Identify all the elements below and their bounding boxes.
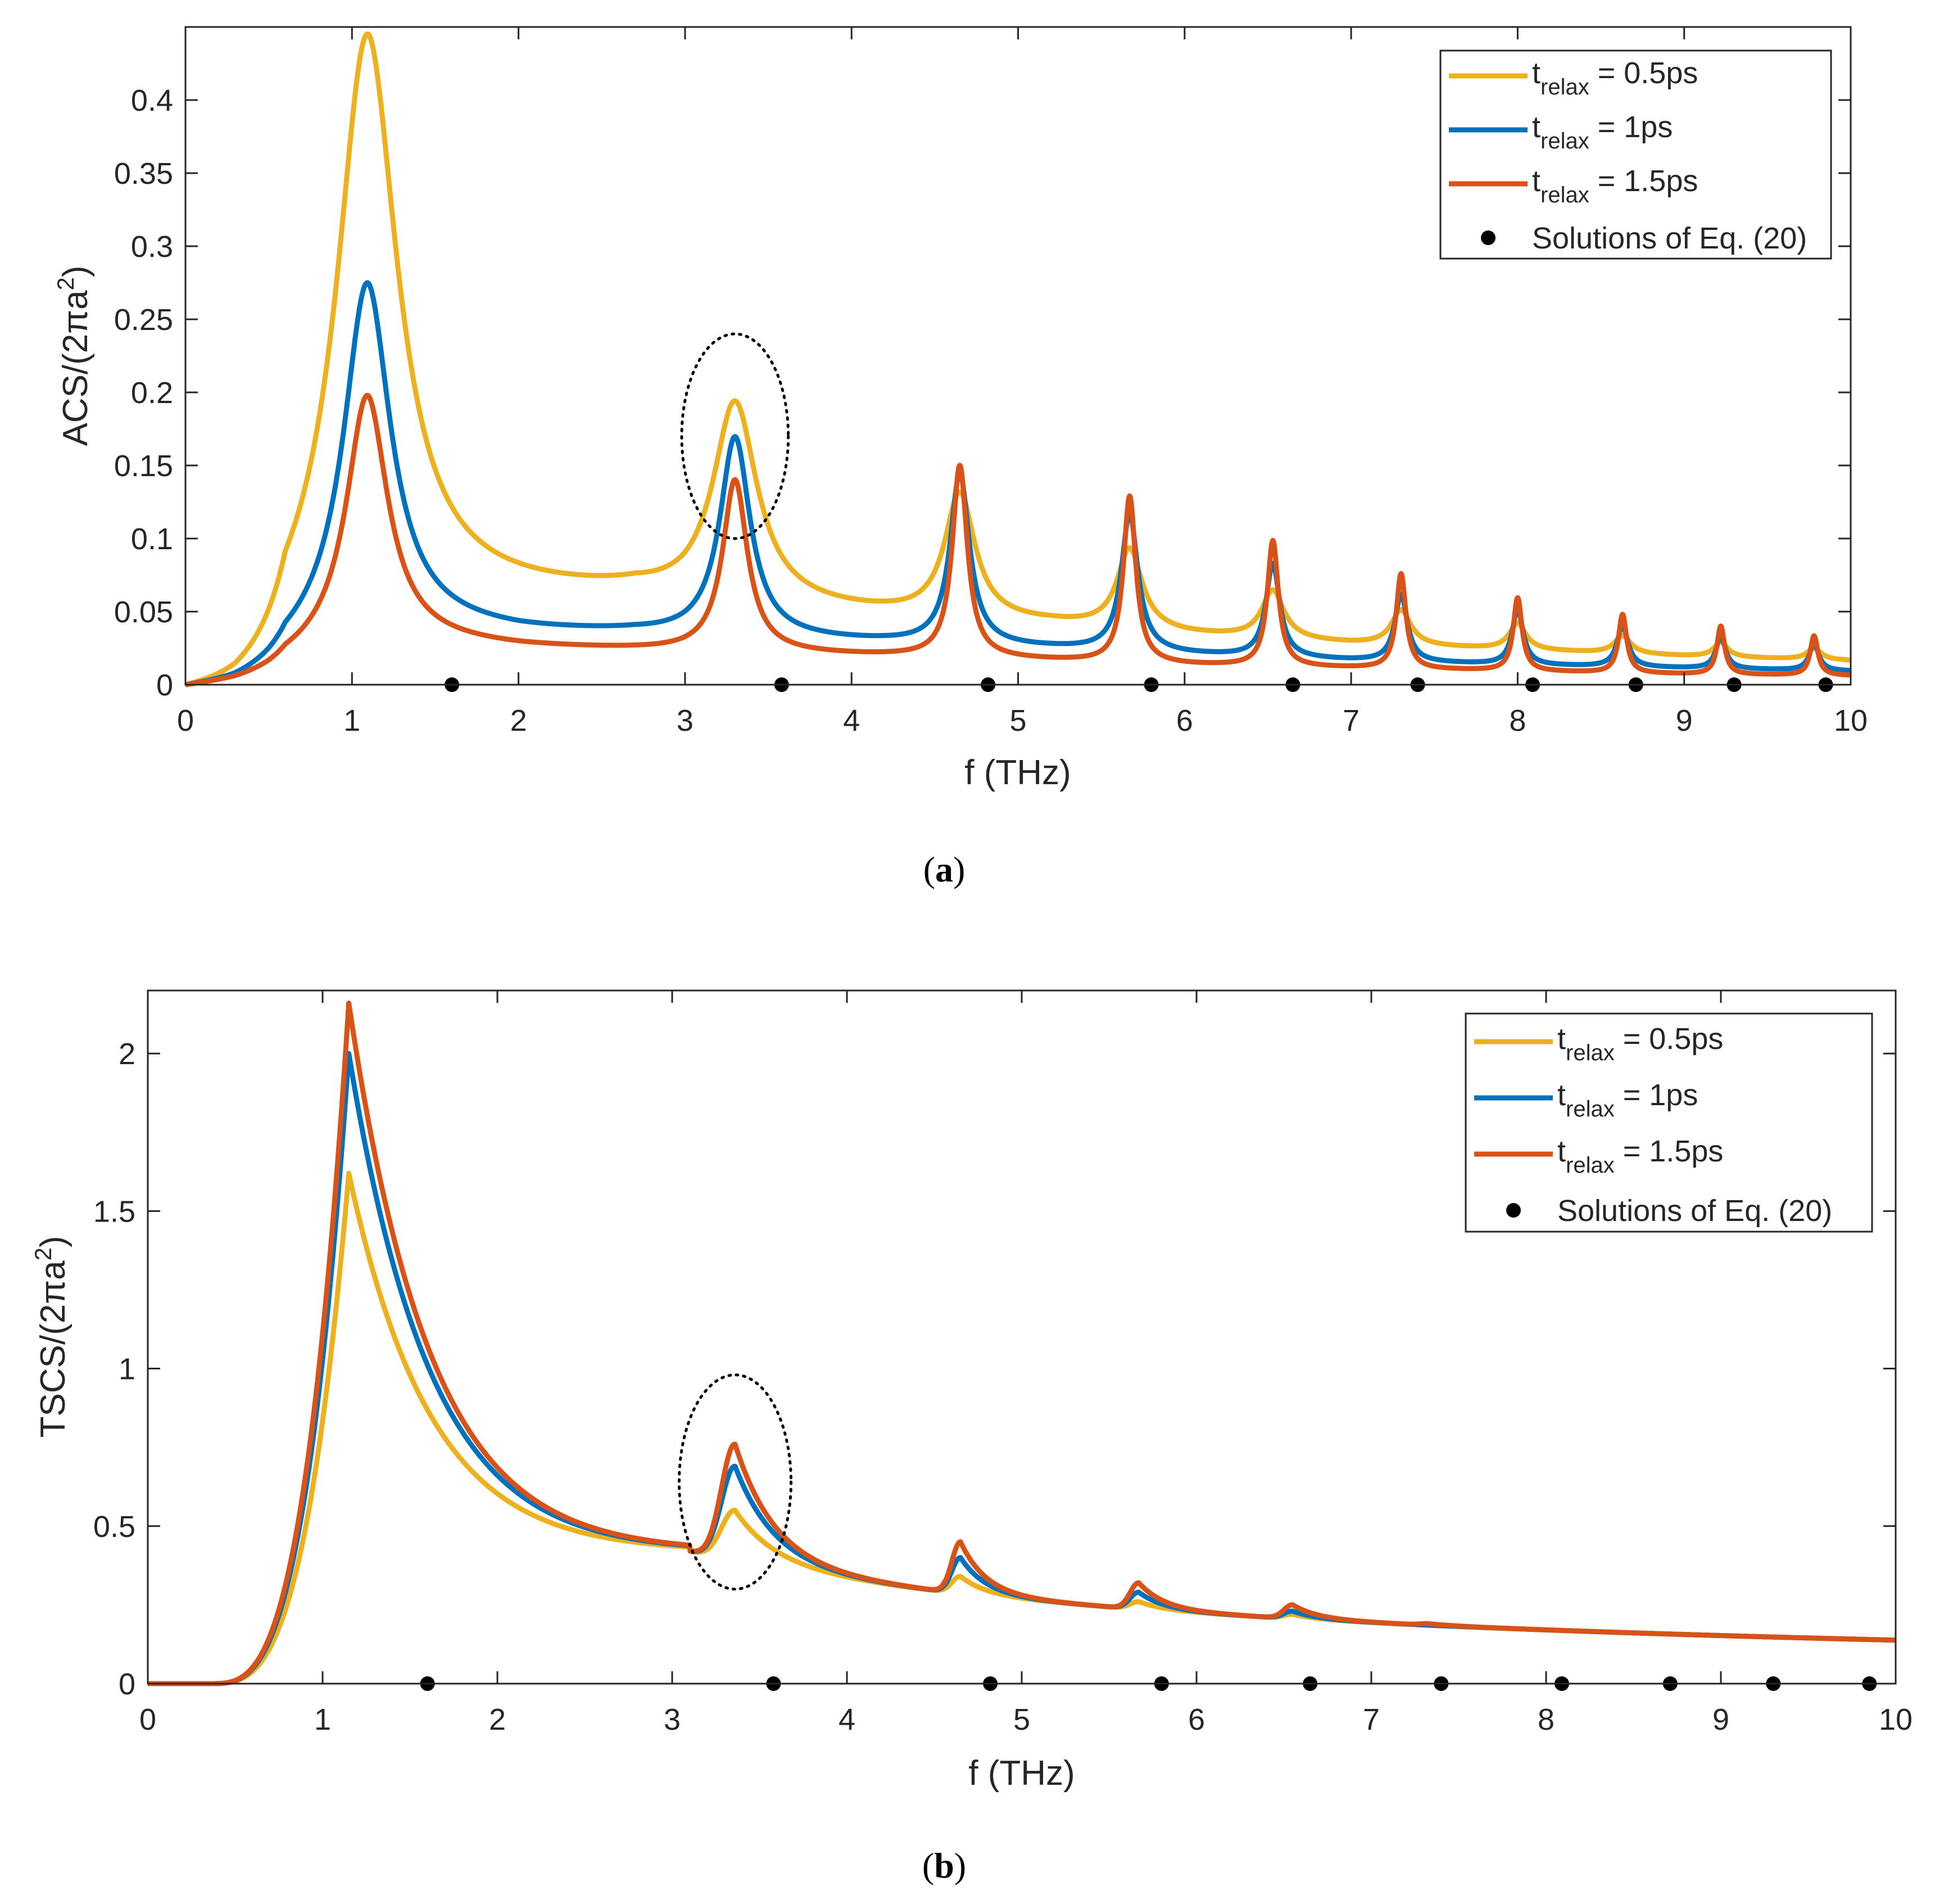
panel-b-x-tick-label: 7 [1363,1703,1380,1736]
panel-a-legend-label-markers: Solutions of Eq. (20) [1532,221,1807,255]
panel-a-highlight-ellipse [680,332,790,540]
panel-b-ticks [147,991,1897,1685]
panel-b-x-tick-label: 0 [139,1703,156,1736]
panel-b-y-tick-label: 0 [119,1667,135,1701]
panel-b-legend-box [1465,1012,1873,1233]
panel-b-x-tick-labels: 0 1 2 3 4 5 6 7 8 9 10 [139,1703,1913,1736]
panel-b-legend-label-1: trelax = 1ps [1557,1078,1698,1121]
panel-b-x-tick-label: 5 [1013,1703,1030,1736]
panel-a-caption: (a) [923,849,966,889]
panel-a-series-line-1 [183,280,1853,688]
panel-a-x-axis-label: f (THz) [964,753,1071,792]
panel-b-x-tick-label: 3 [664,1703,681,1736]
panel-a-legend-label-2: trelax = 1.5ps [1532,164,1698,207]
panel-a-y-tick-label: 0.1 [131,522,173,556]
panel-a-x-tick-label: 2 [510,704,527,738]
panel-b-x-tick-label: 1 [314,1703,331,1736]
panel-b-x-tick-label: 4 [839,1703,855,1736]
panel-a-y-axis-label: ACS/(2πa2) [52,265,95,446]
panel-b-legend: trelax = 0.5ps trelax = 1ps trelax = 1.5… [1465,1012,1873,1233]
panel-b-y-tick-labels: 0 0.5 1 1.5 2 [93,1037,135,1701]
panel-b-markers [420,1676,1877,1691]
panel-a-legend-box [1439,49,1832,260]
panel-b-legend-label-markers: Solutions of Eq. (20) [1557,1194,1832,1228]
panel-a-y-tick-labels: 0 0.05 0.1 0.15 0.2 0.25 0.3 0.35 0.4 [114,84,173,702]
panel-a-y-tick-label: 0.4 [131,84,173,117]
panel-a-y-tick-label: 0.25 [114,303,173,337]
panel-a-y-tick-label: 0 [156,668,173,702]
panel-b-legend-label-2: trelax = 1.5ps [1557,1134,1723,1178]
panel-b-x-tick-label: 9 [1712,1703,1729,1736]
panel-b-x-tick-label: 10 [1879,1703,1913,1736]
panel-b-x-tick-label: 8 [1538,1703,1555,1736]
panel-a-x-tick-label: 3 [677,704,694,738]
panel-a-series [183,31,1853,688]
panel-b-series-line-0 [146,1170,1898,1686]
panel-a-x-tick-label: 8 [1509,704,1526,738]
panel-b-caption: (b) [922,1846,966,1885]
panel-b-y-tick-label: 1 [119,1353,135,1386]
panel-a-legend-label-1: trelax = 1ps [1532,110,1673,153]
panel-a-series-line-2 [183,392,1853,688]
panel-a-x-tick-label: 5 [1009,704,1026,738]
panel-b-y-tick-label: 0.5 [93,1510,135,1544]
panel-a-x-tick-label: 0 [177,704,194,738]
panel-b-x-axis-label: f (THz) [968,1754,1075,1793]
panel-a-y-tick-label: 0.35 [114,157,173,191]
panel-b-x-tick-label: 2 [489,1703,506,1736]
panel-a-series-line-0 [183,31,1853,688]
panel-a-y-tick-label: 0.05 [114,595,173,629]
panel-b-series [146,1000,1898,1686]
panel-a-x-tick-label: 1 [343,704,360,738]
panel-a: 0 1 2 3 4 5 6 7 8 9 10 00.050.10.150.20.250.30.350… [52,26,1868,889]
panel-a-legend-label-0: trelax = 0.5ps [1532,56,1698,100]
panel-b-y-tick-label: 2 [119,1037,135,1071]
panel-b-y-axis-label: TSCS/(2πa2) [30,1236,72,1438]
panel-b: 0 1 2 3 4 5 6 7 8 9 10 0 0.5 1 1.5 2 f (THz) TSCS/(2πa… [30,989,1913,1885]
panel-a-legend-marker [1481,230,1496,245]
panel-a-x-tick-label: 9 [1676,704,1693,738]
panel-a-x-tick-label: 6 [1176,704,1193,738]
panel-b-highlight-ellipse [677,1373,792,1591]
panel-a-x-tick-label: 10 [1834,704,1868,738]
panel-a-x-tick-labels: 0 1 2 3 4 5 6 7 8 9 10 [177,704,1868,738]
panel-b-legend-label-0: trelax = 0.5ps [1557,1022,1723,1065]
panel-a-ticks [184,27,1852,686]
panel-b-legend-marker [1506,1203,1521,1218]
panel-a-legend: trelax = 0.5ps trelax = 1ps trelax = 1.5… [1439,49,1832,260]
panel-b-y-tick-label: 1.5 [93,1195,135,1228]
panel-a-y-tick-label: 0.15 [114,449,173,483]
panel-a-x-tick-label: 4 [843,704,860,738]
panel-a-y-tick-label: 0.2 [131,376,173,410]
panel-a-y-tick-label: 0.3 [131,230,173,264]
panel-a-x-tick-label: 7 [1343,704,1360,738]
panel-b-series-line-2 [146,1000,1898,1686]
panel-b-x-tick-label: 6 [1188,1703,1205,1736]
